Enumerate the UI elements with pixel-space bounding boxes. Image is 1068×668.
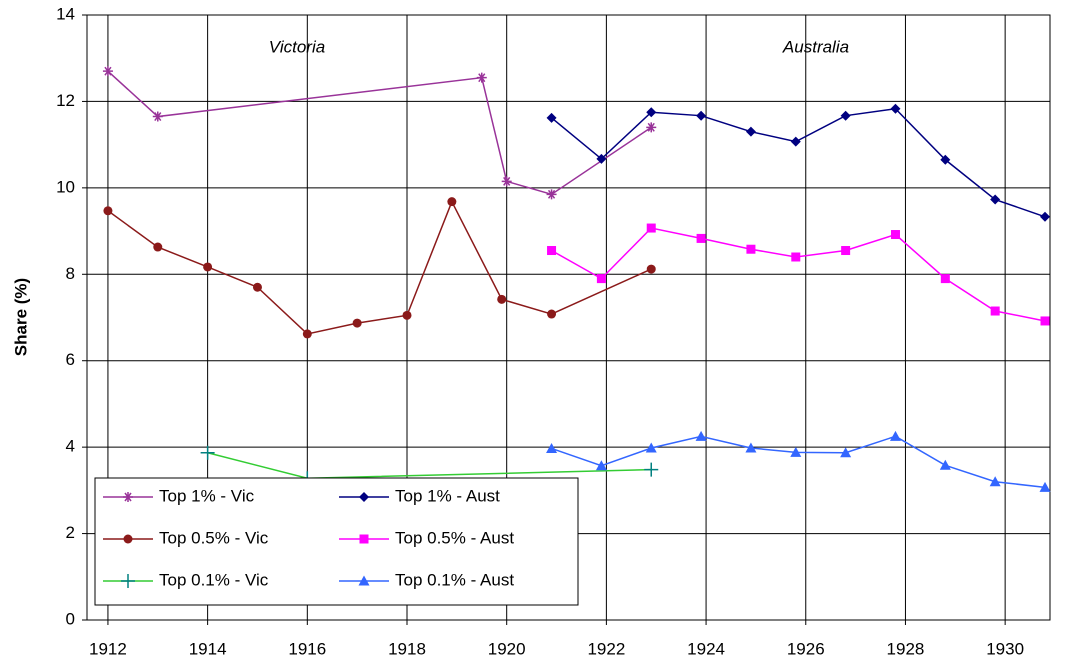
marker — [547, 246, 557, 256]
marker — [102, 66, 113, 77]
marker — [595, 460, 607, 471]
x-tick-label: 1920 — [488, 639, 526, 658]
y-tick-label: 2 — [66, 523, 75, 542]
y-tick-label: 6 — [66, 350, 75, 369]
marker — [790, 136, 801, 147]
series-line — [551, 107, 1046, 218]
marker — [203, 262, 213, 272]
x-tick-label: 1924 — [687, 639, 725, 658]
marker — [840, 447, 852, 458]
marker — [889, 430, 901, 441]
marker — [696, 233, 706, 243]
marker — [546, 112, 557, 123]
x-tick-label: 1912 — [89, 639, 127, 658]
marker — [646, 107, 657, 118]
x-tick-label: 1928 — [887, 639, 925, 658]
marker — [1040, 211, 1051, 222]
marker — [123, 534, 133, 544]
marker — [1039, 481, 1051, 492]
marker — [352, 318, 362, 328]
series-line — [107, 70, 652, 196]
marker — [646, 223, 656, 233]
marker — [645, 442, 657, 453]
marker — [841, 246, 851, 256]
marker — [252, 282, 262, 292]
legend-box — [94, 477, 579, 606]
legend-label: Top 0.1% - Aust — [395, 570, 514, 589]
marker — [990, 306, 1000, 316]
marker — [1040, 316, 1050, 326]
x-tick-label: 1914 — [189, 639, 227, 658]
y-tick-label: 10 — [56, 177, 75, 196]
marker — [745, 126, 756, 137]
marker — [646, 264, 656, 274]
x-tick-label: 1918 — [388, 639, 426, 658]
marker — [152, 111, 163, 122]
marker — [596, 153, 607, 164]
x-tick-label: 1926 — [787, 639, 825, 658]
marker — [890, 103, 901, 114]
y-tick-label: 4 — [66, 437, 75, 456]
marker — [547, 309, 557, 319]
marker — [940, 274, 950, 284]
marker — [358, 575, 370, 586]
annotation: Australia — [782, 37, 849, 56]
marker — [153, 242, 163, 252]
legend-label: Top 0.5% - Vic — [159, 528, 269, 547]
marker — [596, 274, 606, 284]
marker — [447, 197, 457, 207]
y-tick-label: 14 — [56, 4, 75, 23]
marker — [546, 442, 558, 453]
series-line — [207, 452, 652, 480]
plot-frame — [86, 14, 1051, 621]
marker — [790, 446, 802, 457]
marker — [695, 430, 707, 441]
marker — [103, 206, 113, 216]
marker — [939, 459, 951, 470]
marker — [359, 492, 369, 502]
marker — [546, 189, 557, 200]
marker — [302, 329, 312, 339]
legend: Top 1% - Vic Top 1% - Aust Top 0.5% - Vic T… — [94, 477, 579, 606]
legend-label: Top 1% - Aust — [395, 486, 500, 505]
x-tick-label: 1916 — [288, 639, 326, 658]
legend-label: Top 0.1% - Vic — [159, 570, 269, 589]
marker — [646, 122, 657, 133]
marker — [402, 310, 412, 320]
marker — [644, 462, 659, 477]
marker — [890, 230, 900, 240]
marker — [121, 574, 135, 588]
marker — [745, 442, 757, 453]
marker — [990, 194, 1001, 205]
x-tick-label: 1930 — [986, 639, 1024, 658]
y-tick-label: 12 — [56, 91, 75, 110]
annotation: Victoria — [269, 37, 325, 56]
marker — [840, 110, 851, 121]
legend-label: Top 1% - Vic — [159, 486, 255, 505]
y-tick-label: 8 — [66, 264, 75, 283]
marker — [696, 110, 707, 121]
series-line — [551, 435, 1046, 489]
marker — [746, 244, 756, 254]
marker — [123, 492, 133, 502]
marker — [497, 294, 507, 304]
legend-label: Top 0.5% - Aust — [395, 528, 514, 547]
marker — [200, 445, 215, 460]
y-axis-label: Share (%) — [11, 278, 30, 356]
marker — [940, 154, 951, 165]
marker — [791, 252, 801, 262]
series-line — [107, 199, 652, 335]
x-tick-label: 1922 — [587, 639, 625, 658]
marker — [476, 72, 487, 83]
marker — [989, 476, 1001, 487]
y-tick-label: 0 — [66, 609, 75, 628]
marker — [501, 176, 512, 187]
marker — [359, 534, 369, 544]
